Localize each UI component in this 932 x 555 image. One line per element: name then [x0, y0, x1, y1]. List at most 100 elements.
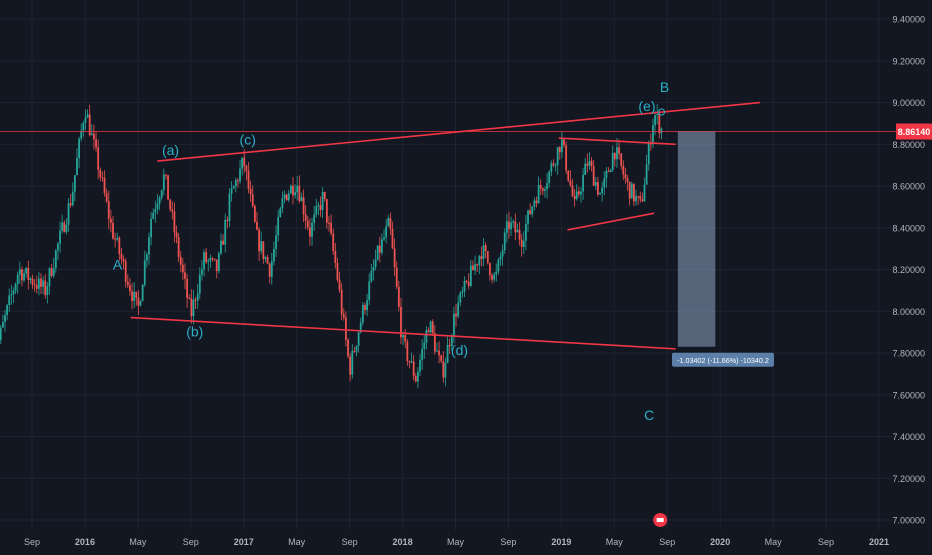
- candle-body: [376, 245, 379, 260]
- candle-body: [279, 208, 282, 218]
- candle-body: [605, 171, 608, 179]
- candle-body: [597, 182, 599, 195]
- candle-body: [554, 165, 557, 167]
- time-tick-label: May: [765, 537, 783, 547]
- time-tick-label: 2018: [393, 537, 413, 547]
- candle-body: [84, 117, 87, 123]
- candle-body: [347, 339, 349, 357]
- candle-body: [16, 274, 19, 284]
- candle-body: [463, 280, 466, 292]
- price-tick-label: 8.20000: [892, 265, 925, 275]
- candle-body: [306, 220, 309, 228]
- candle-body: [118, 237, 121, 254]
- candle-body: [577, 191, 580, 195]
- candle-body: [385, 226, 388, 238]
- candle-body: [243, 157, 246, 166]
- candle-body: [44, 280, 47, 296]
- candles: [0, 104, 663, 389]
- candle-body: [457, 302, 460, 317]
- candle-body: [427, 330, 430, 333]
- time-tick-label: May: [129, 537, 147, 547]
- candle-body: [433, 333, 436, 352]
- candle-body: [599, 193, 601, 195]
- measure-tool[interactable]: -1.03402 (-11.66%) -10340.2: [672, 131, 774, 367]
- candle-body: [584, 163, 587, 175]
- candle-body: [489, 263, 491, 276]
- last-price-label: 8.86140: [898, 127, 931, 137]
- candle-body: [114, 238, 117, 240]
- candle-body: [480, 256, 483, 259]
- candle-body: [230, 188, 233, 194]
- triangle-top[interactable]: [558, 137, 676, 146]
- candle-body: [580, 191, 582, 195]
- candle-body: [266, 257, 269, 264]
- time-tick-label: 2017: [234, 537, 254, 547]
- candle-body: [535, 200, 538, 204]
- candle-body: [165, 174, 167, 176]
- candle-body: [57, 243, 59, 251]
- candle-body: [29, 278, 32, 281]
- candle-body: [503, 232, 506, 251]
- price-tick-label: 9.00000: [892, 98, 925, 108]
- candle-body: [474, 264, 476, 271]
- candle-body: [186, 278, 189, 298]
- candle-body: [283, 194, 286, 199]
- candle-body: [635, 196, 637, 202]
- candle-body: [86, 114, 89, 118]
- candle-body: [336, 262, 339, 280]
- candle-body: [567, 170, 570, 181]
- candle-body: [660, 128, 663, 134]
- candle-body: [35, 285, 38, 289]
- wave-label-C: C: [644, 407, 654, 423]
- candle-body: [105, 192, 108, 202]
- candle-body: [42, 280, 45, 287]
- candle-body: [67, 203, 70, 225]
- candle-body: [497, 259, 500, 272]
- time-tick-label: Sep: [500, 537, 516, 547]
- candle-body: [76, 158, 78, 176]
- candle-body: [173, 211, 176, 233]
- candle-body: [374, 259, 377, 268]
- candle-body: [71, 191, 74, 206]
- candle-body: [611, 152, 614, 170]
- candle-body: [88, 114, 91, 136]
- candle-body: [287, 193, 290, 201]
- candle-body: [656, 114, 659, 116]
- candle-body: [97, 147, 100, 170]
- candle-body: [491, 275, 493, 280]
- candle-body: [73, 175, 76, 192]
- candle-body: [446, 344, 449, 364]
- candle-body: [281, 198, 284, 209]
- candle-body: [652, 125, 654, 145]
- candle-body: [527, 210, 529, 225]
- measure-box[interactable]: [677, 131, 716, 347]
- candle-body: [353, 351, 356, 353]
- candle-body: [408, 361, 411, 363]
- lower-channel[interactable]: [130, 316, 676, 350]
- candle-body: [294, 192, 296, 196]
- candle-body: [518, 229, 521, 240]
- trendlines[interactable]: [0, 101, 906, 350]
- candle-body: [139, 301, 142, 306]
- candle-body: [328, 222, 330, 224]
- candle-body: [135, 291, 138, 298]
- candle-body: [658, 114, 661, 134]
- price-tick-label: 8.40000: [892, 223, 925, 233]
- candle-body: [531, 206, 534, 215]
- candle-body: [309, 227, 311, 237]
- candle-body: [630, 183, 633, 199]
- candle-body: [311, 222, 313, 237]
- candle-body: [167, 175, 169, 200]
- candle-body: [37, 278, 40, 289]
- candle-body: [234, 180, 237, 187]
- triangle-bottom[interactable]: [567, 212, 655, 231]
- candle-body: [414, 376, 417, 382]
- candle-body: [211, 258, 214, 260]
- candle-body: [383, 237, 385, 240]
- candle-body: [561, 139, 563, 153]
- candle-body: [389, 218, 392, 229]
- candle-body: [493, 274, 496, 280]
- wave-label-d: (d): [451, 342, 468, 358]
